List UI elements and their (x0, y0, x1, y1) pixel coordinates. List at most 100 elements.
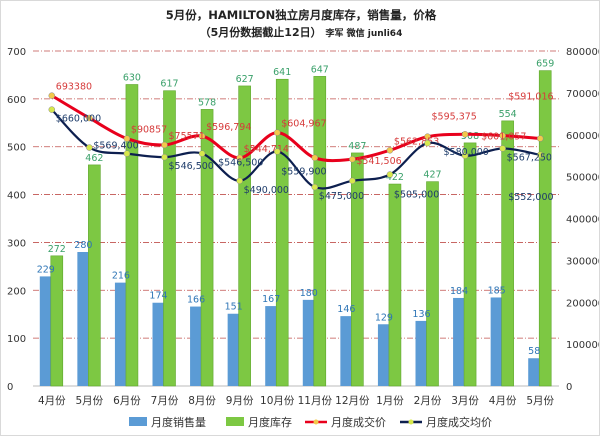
avg-price-line-marker (273, 148, 281, 155)
x-tick-label: 12月份 (335, 395, 370, 407)
legend-marker (408, 419, 414, 425)
inventory-bar (238, 85, 251, 387)
inventory-bar (501, 120, 514, 387)
inventory-bar (125, 84, 139, 387)
avg-price-line-marker (236, 177, 243, 185)
avg-price-line-marker (536, 151, 544, 159)
price-line-marker (499, 132, 506, 139)
sales-bar (227, 313, 239, 386)
inventory-data-label: 647 (311, 64, 329, 75)
sales-data-label: 180 (300, 288, 318, 299)
price-line-data-label: $604,967 (281, 119, 326, 130)
avg-price-line-data-label: $567,250 (507, 152, 552, 163)
sales-bar (528, 358, 540, 386)
avg-price-line-marker (424, 139, 431, 147)
chart-subtitle: （5月份数据截止12日） (199, 26, 322, 39)
legend-marker (313, 419, 319, 425)
y-left-tick-label: 200 (7, 286, 26, 297)
avg-price-line-data-label: $660,000 (56, 114, 101, 125)
avg-price-line-data-label: $490,000 (244, 185, 289, 196)
avg-price-line-marker (48, 106, 56, 113)
y-right-tick-label: 200000 (566, 298, 600, 309)
legend-label: 月度销售量 (151, 415, 206, 429)
x-tick-label: 10月份 (260, 395, 295, 407)
avg-price-line-marker (386, 171, 394, 178)
x-tick-label: 5月份 (76, 395, 104, 407)
inventory-bar (163, 90, 176, 387)
price-line-data-label: $591,016 (508, 92, 553, 103)
inventory-bar (88, 164, 101, 387)
legend-label: 月度成交价 (331, 415, 386, 429)
inventory-data-label: 659 (536, 59, 554, 70)
price-line-data-label: $544,714 (244, 144, 289, 155)
inventory-bar (313, 76, 327, 387)
sales-data-label: 151 (225, 302, 243, 313)
inventory-bar (200, 109, 214, 387)
inventory-data-label: 554 (499, 109, 517, 120)
y-left-tick-label: 300 (7, 238, 26, 249)
price-line-data-label: $601,057 (481, 131, 526, 142)
sales-bar (453, 297, 465, 386)
avg-price-line-marker (349, 177, 356, 185)
sales-data-label: 216 (112, 271, 130, 282)
sales-bar (415, 320, 427, 386)
avg-price-line-marker (461, 152, 469, 159)
sales-bar (340, 316, 352, 386)
avg-price-line-data-label: $546,500 (169, 161, 214, 172)
chart-title-block: 5月份，HAMILTON独立房月度库存，销售量，价格 （5月份数据截止12日） … (1, 7, 599, 43)
inventory-data-label: 272 (48, 244, 66, 255)
sales-data-label: 174 (149, 291, 167, 302)
price-line-marker (461, 131, 469, 138)
x-tick-label: 4月份 (38, 395, 66, 407)
inventory-data-label: 617 (160, 79, 178, 90)
inventory-bar (538, 70, 552, 387)
inventory-bar (463, 142, 477, 387)
legend-label: 月度库存 (248, 415, 292, 429)
inventory-data-label: 487 (348, 141, 366, 152)
avg-price-line-marker (499, 145, 506, 152)
y-right-tick-label: 500000 (566, 173, 600, 184)
inventory-data-label: 427 (423, 170, 441, 181)
y-left-tick-label: 500 (7, 143, 26, 154)
y-right-tick-label: 700000 (566, 89, 600, 100)
y-left-tick-label: 600 (7, 95, 26, 106)
avg-price-line-marker (311, 183, 319, 191)
legend-swatch (226, 417, 244, 426)
avg-price-line-data-label: $546,500 (218, 158, 263, 169)
sales-data-label: 146 (337, 304, 355, 315)
sales-bar (302, 299, 314, 386)
x-tick-label: 11月份 (298, 395, 333, 407)
price-line-marker (86, 114, 93, 122)
avg-price-line-data-label: $475,000 (319, 191, 364, 202)
avg-price-line-data-label: $580,000 (444, 147, 489, 158)
price-line-marker (424, 133, 431, 140)
sales-bar (39, 276, 51, 386)
avg-price-line-data-label: $505,000 (394, 190, 439, 201)
sales-bar (190, 306, 202, 386)
y-right-tick-label: 300000 (566, 256, 600, 267)
price-line-marker (386, 147, 394, 154)
x-tick-label: 1月份 (376, 395, 404, 407)
x-tick-label: 4月份 (489, 395, 517, 407)
inventory-data-label: 422 (386, 172, 404, 183)
x-tick-label: 2月份 (414, 395, 442, 407)
sales-bar (152, 302, 164, 386)
y-left-tick-label: 100 (7, 334, 26, 345)
price-line-marker (161, 141, 168, 149)
inventory-bar (50, 255, 64, 387)
y-right-tick-label: 800000 (566, 47, 600, 58)
inventory-data-label: 630 (123, 73, 141, 84)
legend-label: 月度成交均价 (426, 415, 492, 429)
x-tick-label: 6月份 (113, 395, 141, 407)
sales-data-label: 166 (187, 295, 205, 306)
inventory-data-label: 578 (198, 97, 216, 108)
y-left-tick-label: 0 (7, 382, 13, 393)
sales-data-label: 136 (412, 309, 430, 320)
price-line-marker (198, 132, 206, 140)
sales-bar (265, 306, 277, 386)
price-line-marker (349, 155, 356, 163)
price-line-marker (48, 92, 56, 99)
avg-price-line-data-label: $569,400 (93, 141, 138, 152)
sales-bar (114, 282, 126, 386)
